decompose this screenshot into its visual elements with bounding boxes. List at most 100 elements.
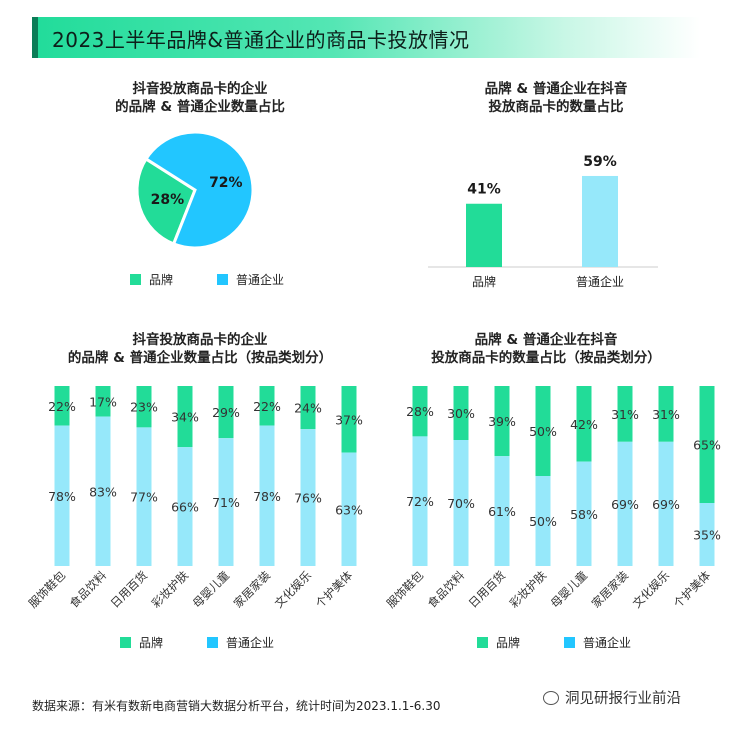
stack-label-brand: 39% bbox=[488, 414, 516, 429]
stack-label-normal: 35% bbox=[693, 528, 721, 543]
stack-label-normal: 66% bbox=[171, 500, 199, 515]
stack-label-normal: 63% bbox=[335, 502, 363, 517]
stack-label-brand: 23% bbox=[130, 400, 158, 415]
stack-category-label: 服饰鞋包 bbox=[26, 568, 69, 611]
stack-label-normal: 72% bbox=[406, 494, 434, 509]
stack-bar-brand bbox=[617, 386, 633, 442]
stack-category-label: 母婴儿童 bbox=[548, 568, 590, 610]
stack-left-title: 抖音投放商品卡的企业 的品牌 & 普通企业数量占比（按品类划分） bbox=[40, 331, 360, 367]
legend-label-brand: 品牌 bbox=[496, 636, 521, 650]
watermark-text: 洞见研报行业前沿 bbox=[565, 691, 681, 707]
stack-bar-normal bbox=[576, 461, 592, 566]
pie-chart-title-line2: 的品牌 & 普通企业数量占比 bbox=[115, 99, 285, 115]
stack-label-brand: 34% bbox=[171, 410, 199, 425]
pie-label-brand: 28% bbox=[151, 192, 185, 208]
stack-category-label: 文化娱乐 bbox=[630, 568, 673, 611]
bar-chart-title-line1: 品牌 & 普通企业在抖音 bbox=[484, 81, 628, 97]
stack-bar-brand bbox=[412, 386, 428, 437]
stack-bar-brand bbox=[177, 386, 193, 448]
stack-label-normal: 76% bbox=[294, 491, 322, 506]
stack-bar-brand bbox=[658, 386, 674, 442]
pie-slice-normal bbox=[143, 130, 255, 250]
bar-normal bbox=[582, 175, 618, 267]
stack-label-brand: 31% bbox=[652, 407, 680, 422]
page-title: 2023上半年品牌&普通企业的商品卡投放情况 bbox=[52, 28, 470, 52]
pie-chart: 28% 72% bbox=[135, 130, 255, 250]
bar-chart: 41% 品牌 59% 普通企业 bbox=[428, 154, 658, 289]
bar-value-label: 59% bbox=[583, 154, 617, 170]
legend-label-brand: 品牌 bbox=[139, 636, 164, 650]
stack-bar-normal bbox=[412, 436, 428, 566]
stack-label-normal: 71% bbox=[212, 495, 240, 510]
legend-swatch-normal bbox=[207, 637, 219, 648]
legend-swatch-brand bbox=[477, 637, 488, 648]
stack-bar-brand bbox=[259, 386, 275, 426]
stack-bar-brand bbox=[453, 386, 469, 440]
bar-brand bbox=[466, 203, 502, 267]
stack-category-label: 日用百货 bbox=[466, 568, 508, 610]
legend-swatch-brand bbox=[120, 637, 131, 648]
header-accent-bar bbox=[32, 17, 38, 58]
pie-chart-title: 抖音投放商品卡的企业 的品牌 & 普通企业数量占比 bbox=[70, 80, 330, 116]
stack-label-brand: 31% bbox=[611, 407, 639, 422]
legend-swatch-normal bbox=[217, 274, 229, 285]
stack-category-label: 食品饮料 bbox=[425, 568, 468, 611]
legend-label-normal: 普通企业 bbox=[583, 636, 632, 650]
stack-bar-normal bbox=[300, 429, 316, 566]
pie-chart-title-line1: 抖音投放商品卡的企业 bbox=[132, 81, 268, 97]
stack-right-title: 品牌 & 普通企业在抖音 投放商品卡的数量占比（按品类划分） bbox=[386, 331, 706, 367]
stack-label-normal: 83% bbox=[89, 484, 117, 499]
stack-label-brand: 28% bbox=[406, 404, 434, 419]
stack-category-label: 食品饮料 bbox=[67, 568, 110, 611]
stack-left-legend: 品牌 普通企业 bbox=[120, 634, 274, 651]
stacked-bar-chart-left: 22% 78% 服饰鞋包 17% 83% 食品饮料 23% 77% 日用百货 34% 66% 彩妆护肤… bbox=[26, 386, 363, 611]
stack-category-label: 个护美体 bbox=[671, 568, 714, 611]
stack-bar-normal bbox=[341, 452, 357, 566]
stack-bar-normal bbox=[617, 441, 633, 566]
stack-right-title-line1: 品牌 & 普通企业在抖音 bbox=[474, 332, 618, 348]
stack-bar-normal bbox=[95, 416, 111, 566]
stack-label-brand: 29% bbox=[212, 405, 240, 420]
stack-label-normal: 70% bbox=[447, 496, 475, 511]
stack-label-brand: 24% bbox=[294, 401, 322, 416]
stack-bar-brand bbox=[95, 386, 111, 417]
pie-label-normal: 72% bbox=[209, 175, 243, 191]
stack-label-normal: 78% bbox=[48, 489, 76, 504]
bar-category-label: 品牌 bbox=[472, 275, 496, 289]
stack-label-brand: 50% bbox=[529, 424, 557, 439]
stack-label-brand: 37% bbox=[335, 412, 363, 427]
stack-bar-normal bbox=[136, 427, 152, 566]
stack-category-label: 文化娱乐 bbox=[272, 568, 315, 611]
stack-left-title-line2: 的品牌 & 普通企业数量占比（按品类划分） bbox=[67, 350, 333, 366]
stack-bar-brand bbox=[535, 386, 551, 476]
stack-category-label: 服饰鞋包 bbox=[384, 568, 427, 611]
stack-bar-brand bbox=[300, 386, 316, 430]
stack-label-normal: 78% bbox=[253, 489, 281, 504]
legend-swatch-brand bbox=[130, 274, 141, 285]
stack-label-normal: 50% bbox=[529, 514, 557, 529]
stack-bar-normal bbox=[54, 425, 70, 566]
stack-label-brand: 22% bbox=[48, 399, 76, 414]
stack-left-title-line1: 抖音投放商品卡的企业 bbox=[132, 332, 268, 348]
legend-swatch-normal bbox=[564, 637, 576, 648]
stack-bar-brand bbox=[576, 386, 592, 462]
stack-category-label: 彩妆护肤 bbox=[507, 568, 550, 611]
stack-category-label: 家居家装 bbox=[589, 568, 632, 611]
header-banner bbox=[32, 17, 700, 58]
stack-right-title-line2: 投放商品卡的数量占比（按品类划分） bbox=[431, 350, 661, 366]
stack-bar-normal bbox=[259, 425, 275, 566]
legend-label-normal: 普通企业 bbox=[236, 273, 285, 287]
stack-bar-brand bbox=[699, 386, 715, 503]
stack-bar-brand bbox=[494, 386, 510, 457]
stack-label-normal: 58% bbox=[570, 507, 598, 522]
stacked-bar-chart-right: 28% 72% 服饰鞋包 30% 70% 食品饮料 39% 61% 日用百货 50% 50% 彩妆护肤… bbox=[384, 386, 721, 611]
stack-category-label: 日用百货 bbox=[108, 568, 150, 610]
bar-chart-title-line2: 投放商品卡的数量占比 bbox=[488, 99, 624, 115]
bar-chart-title: 品牌 & 普通企业在抖音 投放商品卡的数量占比 bbox=[426, 80, 686, 116]
stack-bar-brand bbox=[136, 386, 152, 428]
stack-bar-normal bbox=[177, 447, 193, 566]
stack-bar-normal bbox=[453, 440, 469, 566]
stack-bar-normal bbox=[494, 456, 510, 566]
watermark: 洞见研报行业前沿 bbox=[543, 687, 681, 708]
stack-right-legend: 品牌 普通企业 bbox=[477, 634, 631, 651]
